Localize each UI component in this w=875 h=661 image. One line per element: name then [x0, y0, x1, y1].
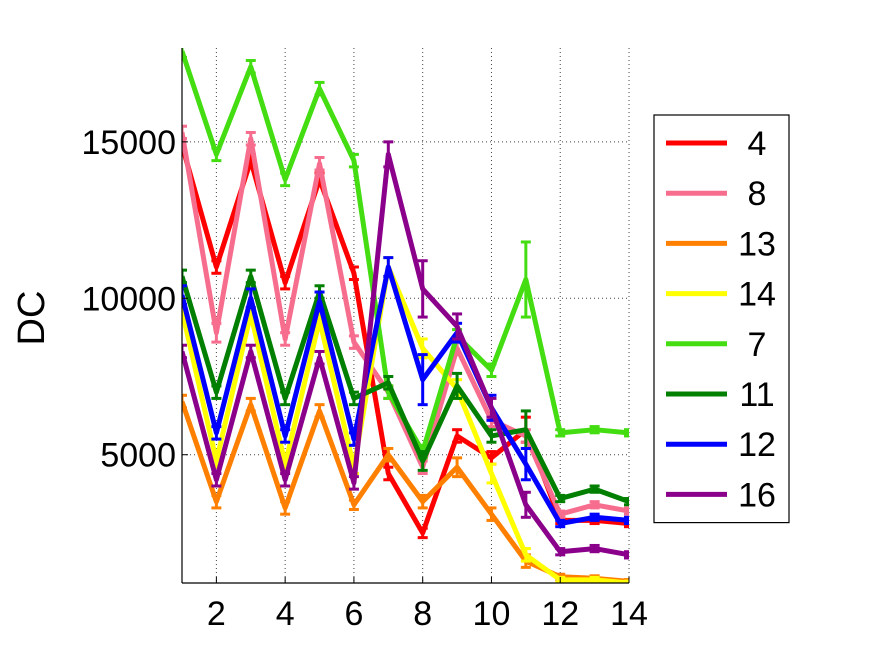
series-group	[182, 48, 629, 583]
series-8	[182, 124, 629, 519]
axes: DC 2 4 6 8 10 12 14 5000 10000 15000	[11, 48, 648, 633]
legend-label: 13	[738, 225, 776, 263]
series-line	[182, 151, 629, 558]
legend-label: 11	[739, 376, 774, 414]
series-line	[182, 273, 629, 505]
x-tick-label: 10	[473, 595, 511, 633]
series-11	[182, 268, 629, 507]
x-tick-label: 6	[344, 595, 363, 633]
x-tick-label: 14	[610, 595, 648, 633]
x-tick-label: 12	[541, 595, 579, 633]
series-line	[182, 264, 629, 583]
series-line	[182, 132, 629, 517]
series-16	[182, 140, 629, 560]
x-tick-label: 2	[207, 595, 226, 633]
x-tick-label: 8	[413, 595, 432, 633]
series-7	[182, 48, 629, 460]
y-tick-label: 15000	[81, 124, 176, 162]
legend-label: 8	[748, 175, 767, 213]
legend-label: 7	[748, 326, 767, 364]
legend-label: 4	[748, 125, 767, 163]
series-line	[182, 264, 629, 527]
y-tick-label: 5000	[100, 437, 176, 475]
y-axis-label: DC	[11, 291, 53, 346]
legend-label: 14	[738, 276, 776, 314]
series-line	[182, 50, 629, 455]
grid	[182, 48, 630, 583]
legend: 4 8 13 14 7 11 12 16	[653, 114, 790, 524]
legend-box	[653, 114, 790, 524]
legend-label: 16	[738, 476, 776, 514]
y-tick-label: 10000	[81, 280, 176, 318]
legend-label: 12	[738, 426, 776, 464]
x-tick-label: 4	[276, 595, 295, 633]
